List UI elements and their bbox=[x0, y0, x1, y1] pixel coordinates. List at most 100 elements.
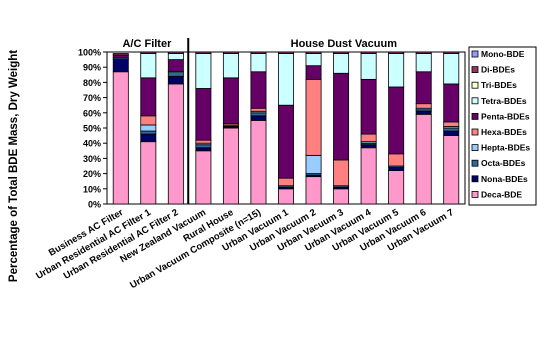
legend-swatch bbox=[471, 81, 479, 89]
bar-segment-tetra-bdes bbox=[195, 53, 212, 89]
bar-segment-tetra-bdes bbox=[140, 53, 157, 79]
bar-segment-di-bdes bbox=[333, 51, 350, 54]
bar-segment-tetra-bdes bbox=[250, 53, 267, 73]
legend-swatch bbox=[471, 175, 479, 183]
bar-segment-hepta-bdes bbox=[305, 154, 322, 175]
y-tick-label: 80% bbox=[83, 78, 101, 88]
bar-stack-urban-vacuum-7 bbox=[443, 51, 460, 205]
bar-segment-di-bdes bbox=[415, 51, 432, 54]
legend-swatch bbox=[471, 113, 479, 120]
legend-swatch bbox=[471, 190, 479, 198]
y-tick-label: 10% bbox=[83, 184, 101, 194]
bar-segment-tetra-bdes bbox=[388, 53, 405, 88]
bar-segment-penta-bdes bbox=[305, 65, 322, 80]
bar-segment-di-bdes bbox=[250, 51, 267, 54]
bar-segment-di-bdes bbox=[195, 51, 212, 54]
y-tick-label: 30% bbox=[83, 154, 101, 164]
y-tick-label: 90% bbox=[83, 63, 101, 73]
bar-segment-nona-bdes bbox=[167, 75, 184, 85]
bar-segment-hexa-bdes bbox=[250, 107, 267, 112]
legend-item-hepta-bdes: Hepta-BDEs bbox=[471, 143, 530, 153]
bar-segment-deca-bde bbox=[360, 147, 377, 205]
bar-segment-tetra-bdes bbox=[278, 53, 294, 106]
bar-stack-business-ac-filter bbox=[112, 53, 129, 205]
bar-segment-hexa-bdes bbox=[333, 159, 350, 187]
bar-segment-nona-bdes bbox=[360, 144, 377, 149]
y-tick-label: 60% bbox=[83, 108, 101, 118]
bar-segment-tetra-bdes bbox=[443, 53, 460, 85]
bar-segment-tetra-bdes bbox=[305, 53, 322, 67]
legend-label: Deca-BDE bbox=[481, 189, 522, 199]
legend-item-nona-bdes: Nona-BDEs bbox=[471, 174, 528, 184]
bar-segment-di-bdes bbox=[360, 51, 377, 54]
bar-segment-tetra-bdes bbox=[167, 53, 184, 61]
bar-stack-urban-vacuum-composite-n-15 bbox=[250, 51, 267, 205]
bar-segment-penta-bdes bbox=[222, 77, 239, 124]
bar-segment-di-bdes bbox=[140, 51, 157, 54]
legend-swatch bbox=[471, 144, 479, 152]
y-axis-title-group: Percentage of Total BDE Mass, Dry Weight bbox=[8, 50, 20, 282]
bar-segment-penta-bdes bbox=[250, 71, 267, 109]
y-tick-label: 40% bbox=[83, 139, 101, 149]
bar-stack-urban-vacuum-4 bbox=[360, 51, 377, 205]
bar-segment-octa-bdes bbox=[140, 130, 157, 135]
legend-label: Penta-BDEs bbox=[481, 111, 530, 121]
legend-label: Di-BDEs bbox=[481, 65, 515, 75]
bar-segment-penta-bdes bbox=[112, 54, 129, 59]
bar-segment-di-bdes bbox=[112, 53, 129, 56]
bar-segment-hexa-bdes bbox=[360, 133, 377, 143]
bar-segment-di-bdes bbox=[443, 51, 460, 54]
bar-segment-nona-bdes bbox=[195, 147, 212, 152]
bar-segment-nona-bdes bbox=[250, 115, 267, 121]
bar-segment-penta-bdes bbox=[360, 78, 377, 135]
bar-segment-octa-bdes bbox=[167, 71, 184, 77]
bar-segment-deca-bde bbox=[195, 150, 212, 205]
legend: Mono-BDE Di-BDEs Tri-BDEs Tetra-BDEs Penta-B… bbox=[468, 46, 537, 206]
legend-item-mono-bde: Mono-BDE bbox=[471, 49, 525, 59]
bar-segment-nona-bdes bbox=[415, 110, 432, 115]
x-tick-label: Urban Residential AC Filter 1 bbox=[34, 207, 153, 282]
bar-segment-hexa-bdes bbox=[443, 121, 460, 127]
bar-segment-tetra-bdes bbox=[333, 53, 350, 74]
legend-swatch bbox=[471, 159, 479, 167]
bar-segment-di-bdes bbox=[388, 51, 405, 54]
bar-stack-new-zealand-vacuum bbox=[195, 51, 212, 205]
legend-swatch bbox=[471, 66, 479, 73]
legend-label: Hexa-BDEs bbox=[481, 127, 527, 137]
bar-segment-deca-bde bbox=[167, 83, 184, 205]
legend-swatch bbox=[471, 50, 479, 58]
bar-stack-urban-residential-ac-filter-2 bbox=[167, 51, 184, 205]
bar-segment-penta-bdes bbox=[333, 72, 350, 161]
y-tick-label: 70% bbox=[83, 93, 101, 103]
bar-stack-urban-vacuum-2 bbox=[305, 51, 322, 205]
bar-stack-urban-vacuum-3 bbox=[333, 51, 350, 205]
y-axis-ticks: 0% 10% 20% 30% 40% 50% 60% 70% 80% 90% 100% bbox=[78, 48, 107, 210]
legend-frame bbox=[468, 46, 537, 206]
bar-segment-nona-bdes bbox=[388, 167, 405, 171]
bar-segment-di-bdes bbox=[305, 51, 322, 54]
legend-item-tetra-bdes: Tetra-BDEs bbox=[471, 96, 527, 106]
bar-segment-nona-bdes bbox=[443, 130, 460, 136]
legend-swatch bbox=[471, 128, 479, 136]
bar-segment-tetra-bdes bbox=[360, 53, 377, 80]
bar-segment-nona-bdes bbox=[140, 133, 157, 143]
bar-stack-rural-house bbox=[222, 51, 239, 205]
bar-segment-deca-bde bbox=[388, 170, 405, 205]
bar-segment-penta-bdes bbox=[195, 88, 212, 141]
y-tick-label: 0% bbox=[88, 200, 101, 210]
legend-item-deca-bde: Deca-BDE bbox=[471, 189, 522, 199]
legend-label: Hepta-BDEs bbox=[481, 143, 530, 153]
group-labels: A/C Filter House Dust Vacuum bbox=[122, 38, 397, 204]
y-axis-title: Percentage of Total BDE Mass, Dry Weight bbox=[8, 50, 20, 282]
bar-segment-penta-bdes bbox=[443, 83, 460, 123]
bar-segment-nona-bdes bbox=[112, 59, 129, 73]
bar-segment-tetra-bdes bbox=[415, 53, 432, 73]
legend-item-di-bdes: Di-BDEs bbox=[471, 65, 515, 75]
bar-segment-deca-bde bbox=[140, 141, 157, 205]
bar-segment-penta-bdes bbox=[388, 86, 405, 155]
legend-label: Nona-BDEs bbox=[481, 174, 528, 184]
bar-segment-deca-bde bbox=[278, 188, 294, 205]
bar-segment-deca-bde bbox=[222, 127, 239, 205]
bar-stack-urban-vacuum-5 bbox=[388, 51, 405, 205]
legend-swatch bbox=[471, 97, 479, 105]
